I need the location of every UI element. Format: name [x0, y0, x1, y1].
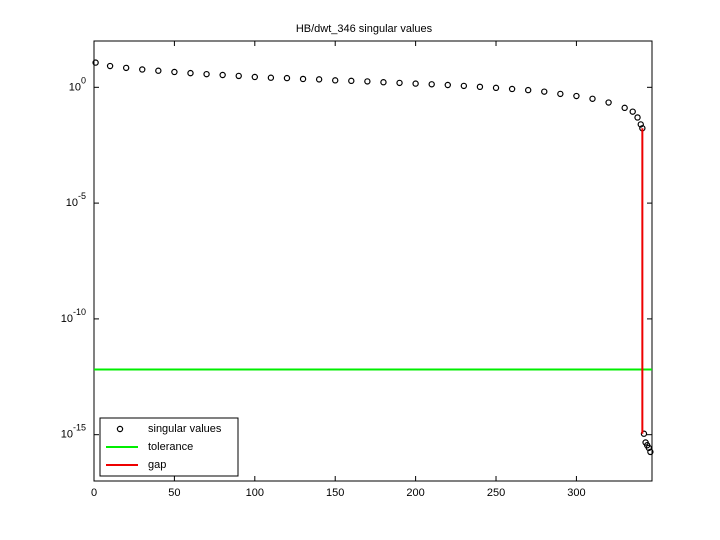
data-point — [444, 81, 451, 89]
y-tick-label: 10-10 — [61, 307, 86, 325]
data-point — [219, 71, 226, 79]
data-point — [412, 80, 419, 87]
legend: singular values tolerance gap — [99, 417, 239, 477]
data-point — [171, 68, 178, 76]
legend-label: tolerance — [148, 441, 193, 453]
data-point — [122, 64, 130, 72]
x-tick-label: 200 — [406, 487, 424, 499]
data-point — [155, 67, 162, 74]
data-point — [364, 78, 371, 85]
data-point — [203, 70, 210, 78]
x-tick-label: 300 — [567, 487, 585, 499]
data-point — [524, 86, 532, 94]
data-point — [476, 83, 484, 91]
data-point — [557, 90, 564, 98]
data-point — [235, 72, 242, 80]
data-point — [187, 69, 194, 77]
data-point — [647, 448, 654, 456]
data-point — [634, 114, 641, 121]
y-tick-label: 100 — [69, 76, 86, 94]
data-point — [629, 108, 636, 115]
x-tick-label: 0 — [91, 487, 97, 499]
data-point — [573, 92, 580, 100]
x-tick-label: 100 — [246, 487, 264, 499]
data-point — [396, 79, 403, 87]
data-point — [621, 104, 628, 112]
data-point — [139, 66, 146, 73]
data-point — [315, 76, 323, 83]
data-point — [428, 81, 435, 88]
x-tick-label: 50 — [168, 487, 180, 499]
data-point — [460, 82, 468, 90]
data-point — [332, 77, 339, 84]
data-point — [637, 121, 644, 128]
data-point — [541, 88, 548, 95]
data-point — [299, 75, 307, 83]
chart-title: HB/dwt_346 singular values — [296, 23, 433, 35]
x-tick-label: 250 — [487, 487, 505, 499]
data-point — [92, 59, 99, 66]
data-point — [267, 74, 275, 81]
data-point — [589, 95, 596, 102]
legend-marker — [116, 425, 124, 433]
legend-label: gap — [148, 459, 166, 471]
data-point — [380, 79, 387, 86]
data-point — [251, 73, 259, 81]
data-point — [605, 99, 612, 106]
data-point — [508, 85, 516, 93]
y-tick-label: 10-5 — [66, 191, 86, 209]
plot-frame — [93, 40, 653, 482]
data-point — [348, 77, 355, 85]
legend-label: singular values — [148, 423, 222, 435]
x-tick-label: 150 — [326, 487, 344, 499]
y-tick-label: 10-15 — [61, 423, 86, 441]
data-point — [283, 74, 291, 82]
data-point — [106, 62, 114, 70]
data-point — [492, 84, 500, 92]
